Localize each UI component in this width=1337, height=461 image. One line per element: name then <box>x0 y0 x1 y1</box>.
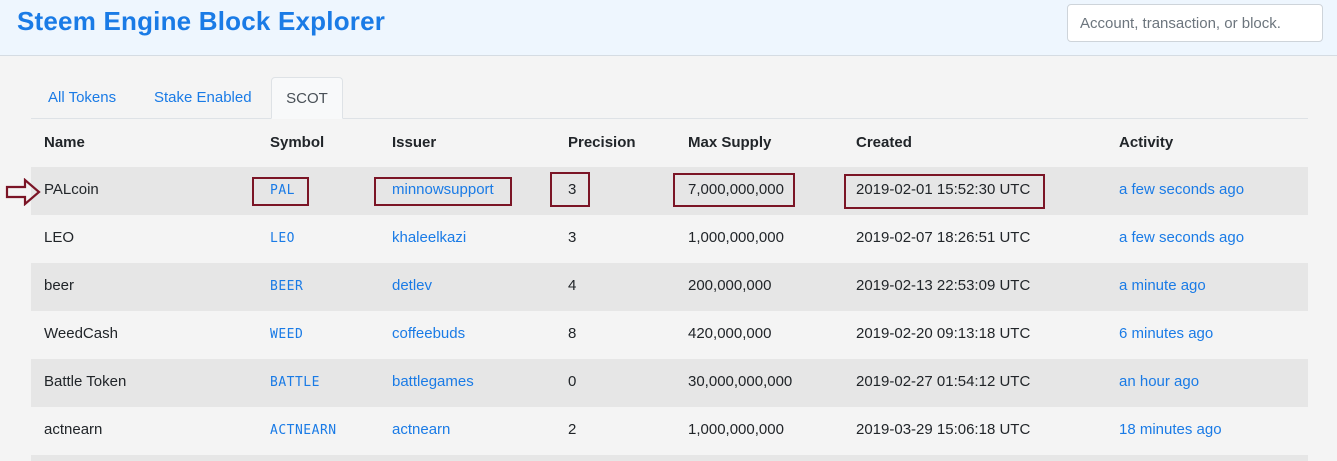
search-input[interactable] <box>1067 4 1323 42</box>
token-name: PALcoin <box>44 181 99 198</box>
tab-all-tokens[interactable]: All Tokens <box>48 89 117 106</box>
column-header-activity: Activity <box>1119 134 1174 151</box>
token-created: 2019-02-07 18:26:51 UTC <box>856 229 1031 246</box>
token-precision: 3 <box>568 229 577 246</box>
column-header-max-supply: Max Supply <box>688 134 772 151</box>
token-max-supply: 7,000,000,000 <box>688 181 784 198</box>
issuer-link[interactable]: khaleelkazi <box>392 229 467 246</box>
header: Steem Engine Block Explorer <box>0 0 1337 56</box>
token-max-supply: 30,000,000,000 <box>688 373 793 390</box>
token-precision: 8 <box>568 325 577 342</box>
activity-link[interactable]: an hour ago <box>1119 373 1200 390</box>
table-row: Battle Token BATTLE battlegames 0 30,000… <box>31 359 1308 407</box>
token-symbol-link[interactable]: LEO <box>270 231 295 246</box>
token-precision: 4 <box>568 277 577 294</box>
tab-scot[interactable]: SCOT <box>271 77 343 119</box>
token-max-supply: 1,000,000,000 <box>688 229 784 246</box>
token-symbol-link[interactable]: BEER <box>270 279 304 294</box>
issuer-link[interactable]: coffeebuds <box>392 325 466 342</box>
token-precision: 3 <box>568 181 577 198</box>
column-header-name: Name <box>44 134 85 151</box>
activity-link[interactable]: a few seconds ago <box>1119 229 1245 246</box>
table-row: LEO LEO khaleelkazi 3 1,000,000,000 2019… <box>31 215 1308 263</box>
token-precision: 2 <box>568 421 577 438</box>
activity-link[interactable]: a minute ago <box>1119 277 1206 294</box>
column-header-created: Created <box>856 134 912 151</box>
arrow-right-icon <box>5 178 41 206</box>
tab-stake-enabled[interactable]: Stake Enabled <box>154 89 252 106</box>
token-symbol-link[interactable]: PAL <box>270 183 295 198</box>
highlight-box-symbol <box>252 177 309 206</box>
activity-link[interactable]: 18 minutes ago <box>1119 421 1222 438</box>
token-max-supply: 200,000,000 <box>688 277 772 294</box>
table-row: WeedCash WEED coffeebuds 8 420,000,000 2… <box>31 311 1308 359</box>
table-row: beer BEER detlev 4 200,000,000 2019-02-1… <box>31 263 1308 311</box>
table-row <box>31 455 1308 461</box>
table-row: actnearn ACTNEARN actnearn 2 1,000,000,0… <box>31 407 1308 455</box>
activity-link[interactable]: 6 minutes ago <box>1119 325 1214 342</box>
activity-link[interactable]: a few seconds ago <box>1119 181 1245 198</box>
column-header-precision: Precision <box>568 134 636 151</box>
token-symbol-link[interactable]: BATTLE <box>270 375 320 390</box>
token-precision: 0 <box>568 373 577 390</box>
token-name: actnearn <box>44 421 103 438</box>
issuer-link[interactable]: actnearn <box>392 421 451 438</box>
token-max-supply: 1,000,000,000 <box>688 421 784 438</box>
token-max-supply: 420,000,000 <box>688 325 772 342</box>
highlight-box-created <box>844 174 1045 209</box>
token-symbol-link[interactable]: WEED <box>270 327 304 342</box>
token-created: 2019-02-20 09:13:18 UTC <box>856 325 1031 342</box>
site-title[interactable]: Steem Engine Block Explorer <box>17 6 386 36</box>
highlight-box-precision <box>550 172 590 207</box>
token-name: LEO <box>44 229 75 246</box>
token-name: beer <box>44 277 75 294</box>
column-header-issuer: Issuer <box>392 134 437 151</box>
highlight-box-issuer <box>374 177 512 206</box>
token-symbol-link[interactable]: ACTNEARN <box>270 423 337 438</box>
table-header: Name Symbol Issuer Precision Max Supply … <box>31 120 1308 167</box>
token-tabs: All Tokens Stake Enabled SCOT <box>31 77 1308 119</box>
issuer-link[interactable]: detlev <box>392 277 433 294</box>
column-header-symbol: Symbol <box>270 134 325 151</box>
issuer-link[interactable]: battlegames <box>392 373 474 390</box>
table-row: PALcoin PAL minnowsupport 3 7,000,000,00… <box>31 167 1308 215</box>
token-created: 2019-02-27 01:54:12 UTC <box>856 373 1031 390</box>
token-name: Battle Token <box>44 373 127 390</box>
token-created: 2019-02-01 15:52:30 UTC <box>856 181 1031 198</box>
token-name: WeedCash <box>44 325 118 342</box>
token-created: 2019-02-13 22:53:09 UTC <box>856 277 1031 294</box>
token-created: 2019-03-29 15:06:18 UTC <box>856 421 1031 438</box>
issuer-link[interactable]: minnowsupport <box>392 181 494 198</box>
highlight-box-max-supply <box>673 173 795 207</box>
